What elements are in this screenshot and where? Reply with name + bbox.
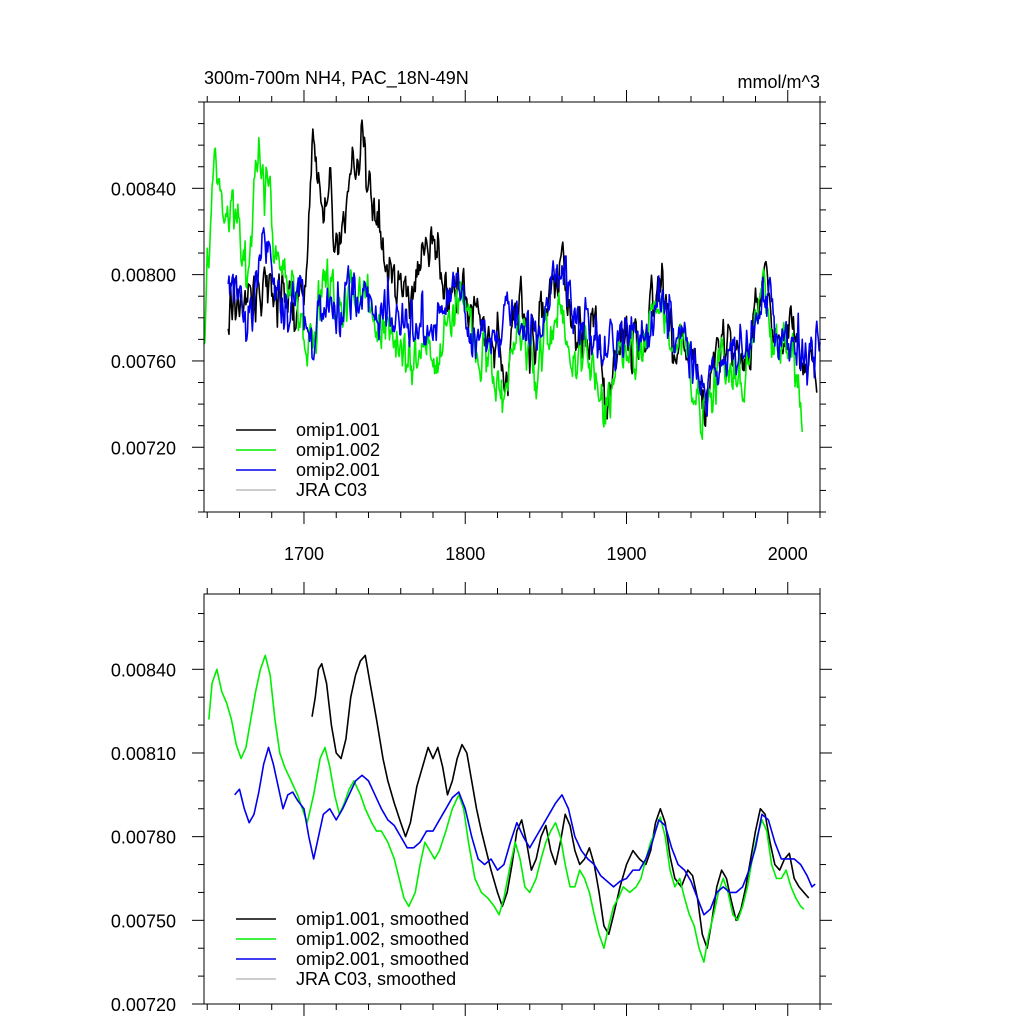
series-line-omip1-002-smoothed bbox=[208, 654, 805, 963]
x-tick-label: 1800 bbox=[445, 544, 485, 564]
bottom-plot-frame bbox=[203, 593, 821, 1005]
x-tick-label: 1900 bbox=[606, 544, 646, 564]
chart-title: 300m-700m NH4, PAC_18N-49N bbox=[204, 68, 469, 89]
legend-label-jra-c03: JRA C03 bbox=[296, 480, 367, 500]
bottom-panel: 0.00720 0.00750 0.00780 0.00810 0.00840 omip… bbox=[111, 582, 832, 1016]
top-series-layer bbox=[203, 119, 821, 440]
y-tick-label: 0.00840 bbox=[111, 660, 176, 680]
series-line-omip1-001 bbox=[227, 119, 818, 428]
series-line-omip2-001-smoothed bbox=[234, 746, 816, 916]
series-line-omip2-001 bbox=[227, 227, 821, 417]
x-tick-label: 2000 bbox=[768, 544, 808, 564]
legend-label-omip1-002-smoothed: omip1.002, smoothed bbox=[296, 929, 469, 949]
top-y-tick-labels: 0.00720 0.00760 0.00800 0.00840 bbox=[111, 179, 176, 458]
legend-label-omip1-001: omip1.001 bbox=[296, 420, 380, 440]
legend-label-jra-c03-smoothed: JRA C03, smoothed bbox=[296, 969, 456, 989]
bottom-y-tick-labels: 0.00720 0.00750 0.00780 0.00810 0.00840 bbox=[111, 660, 176, 1015]
legend-label-omip1-002: omip1.002 bbox=[296, 440, 380, 460]
top-ticks bbox=[192, 90, 832, 524]
legend-label-omip2-001: omip2.001 bbox=[296, 460, 380, 480]
top-panel: 0.00720 0.00760 0.00800 0.00840 1700 1800 190… bbox=[111, 90, 832, 564]
y-tick-label: 0.00720 bbox=[111, 995, 176, 1015]
top-plot-frame bbox=[203, 101, 821, 513]
y-tick-label: 0.00840 bbox=[111, 179, 176, 199]
y-tick-label: 0.00720 bbox=[111, 438, 176, 458]
chart-units: mmol/m^3 bbox=[738, 72, 820, 92]
legend-label-omip1-001-smoothed: omip1.001, smoothed bbox=[296, 909, 469, 929]
x-tick-label: 1700 bbox=[284, 544, 324, 564]
bottom-ticks bbox=[192, 582, 832, 1016]
y-tick-label: 0.00780 bbox=[111, 828, 176, 848]
legend-label-omip2-001-smoothed: omip2.001, smoothed bbox=[296, 949, 469, 969]
bottom-series-layer bbox=[208, 654, 816, 963]
series-line-omip1-002 bbox=[203, 136, 804, 440]
series-line-omip1-001-smoothed bbox=[311, 654, 810, 950]
y-tick-label: 0.00760 bbox=[111, 352, 176, 372]
y-tick-label: 0.00800 bbox=[111, 266, 176, 286]
top-x-tick-labels: 1700 1800 1900 2000 bbox=[284, 544, 808, 564]
y-tick-label: 0.00810 bbox=[111, 744, 176, 764]
y-tick-label: 0.00750 bbox=[111, 911, 176, 931]
